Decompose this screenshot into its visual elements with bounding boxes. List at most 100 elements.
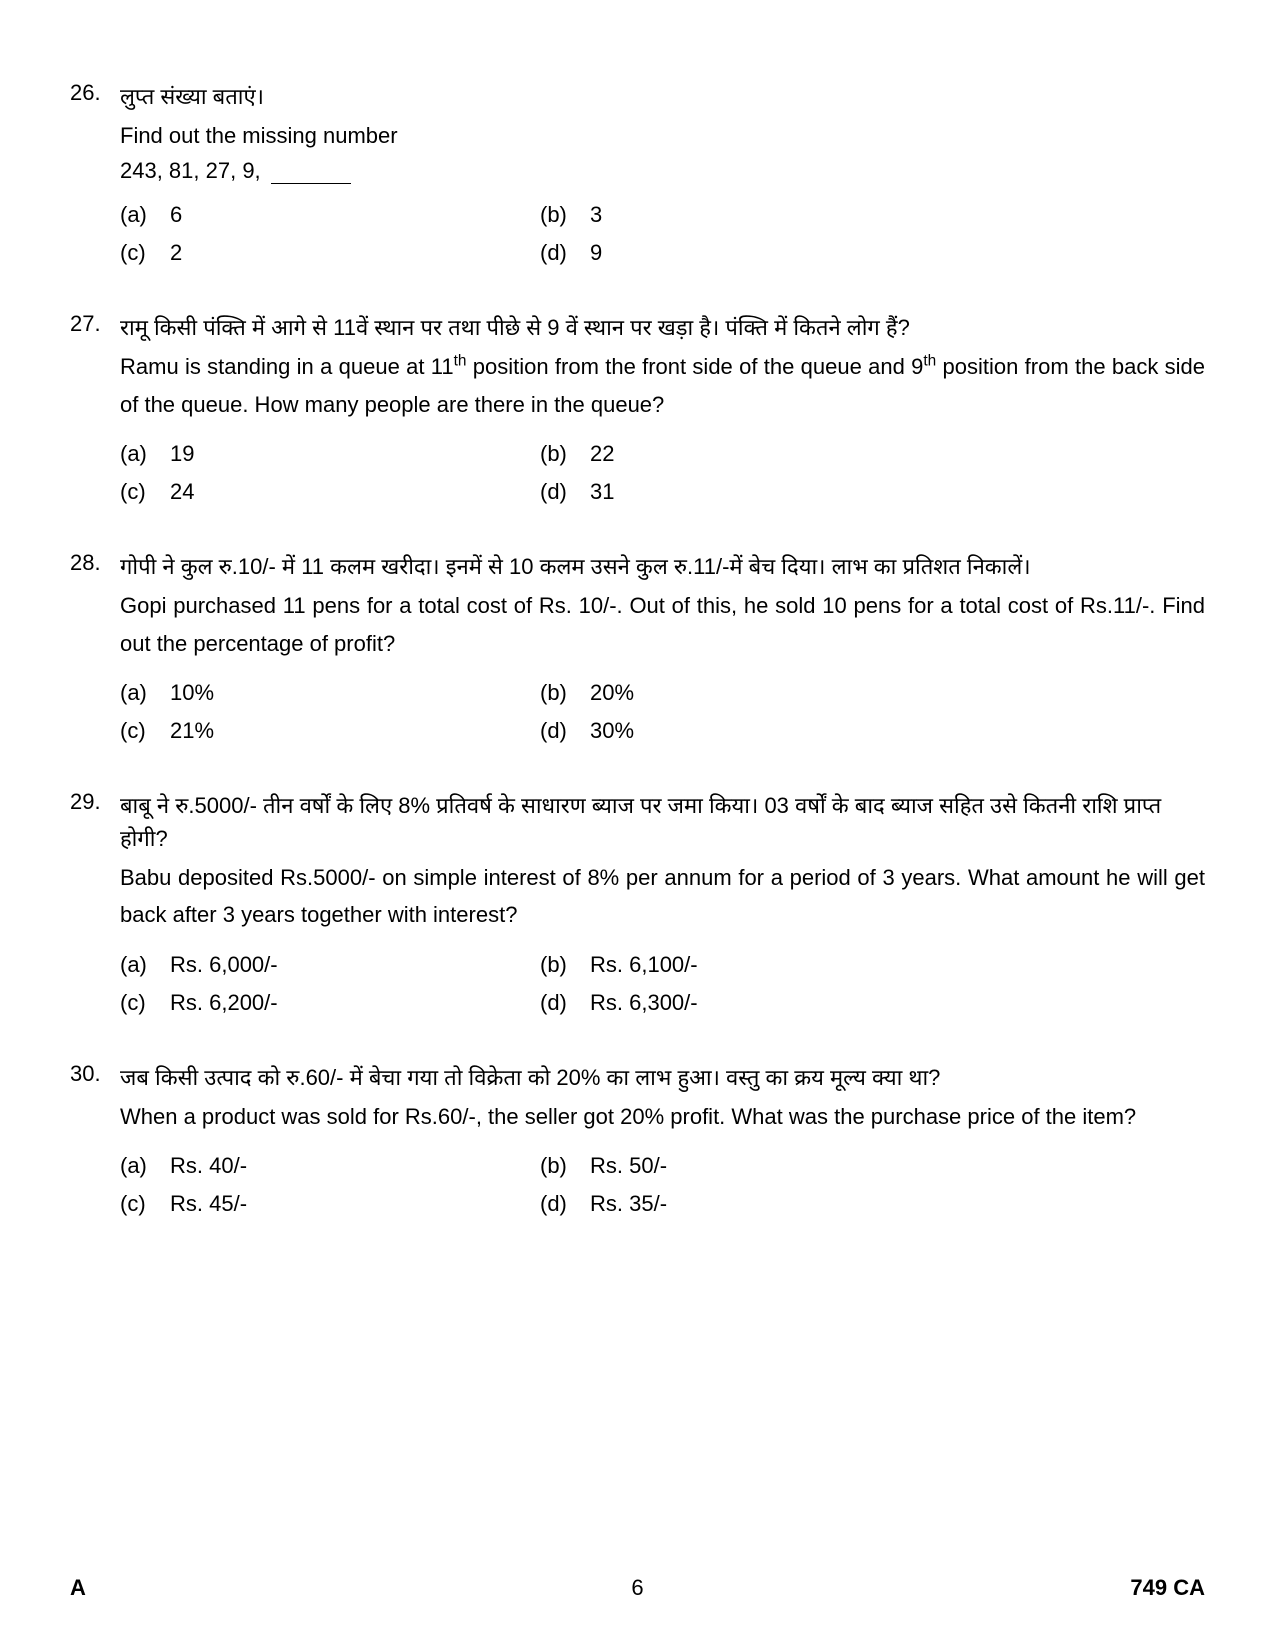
option-label-c: (c) (120, 240, 170, 266)
options-container: (a) 6 (c) 2 (b) 3 (d) 9 (120, 202, 1205, 266)
options-container: (a) Rs. 6,000/- (c) Rs. 6,200/- (b) Rs. … (120, 952, 1205, 1016)
superscript-th: th (923, 353, 936, 370)
option-c: (c) Rs. 6,200/- (120, 990, 540, 1016)
blank-line (271, 183, 351, 184)
option-label-a: (a) (120, 441, 170, 467)
options-right-col: (b) 20% (d) 30% (540, 680, 1205, 744)
option-value-a: 19 (170, 441, 540, 467)
question-content: जब किसी उत्पाद को रु.60/- में बेचा गया त… (120, 1061, 1205, 1217)
option-value-d: 30% (590, 718, 1205, 744)
question-english: Babu deposited Rs.5000/- on simple inter… (120, 859, 1205, 934)
question-28: 28. गोपी ने कुल रु.10/- में 11 कलम खरीदा… (70, 550, 1205, 744)
options-right-col: (b) 22 (d) 31 (540, 441, 1205, 505)
option-label-a: (a) (120, 680, 170, 706)
page-number: 6 (631, 1575, 643, 1601)
option-c: (c) 2 (120, 240, 540, 266)
option-a: (a) Rs. 40/- (120, 1153, 540, 1179)
option-label-d: (d) (540, 240, 590, 266)
option-value-c: 21% (170, 718, 540, 744)
option-value-b: Rs. 50/- (590, 1153, 1205, 1179)
option-value-a: Rs. 40/- (170, 1153, 540, 1179)
question-english: When a product was sold for Rs.60/-, the… (120, 1098, 1205, 1135)
sequence-line: 243, 81, 27, 9, (120, 158, 1205, 184)
page-footer: A 6 749 CA (70, 1575, 1205, 1601)
question-content: बाबू ने रु.5000/- तीन वर्षों के लिए 8% प… (120, 789, 1205, 1016)
options-container: (a) 19 (c) 24 (b) 22 (d) 31 (120, 441, 1205, 505)
options-container: (a) Rs. 40/- (c) Rs. 45/- (b) Rs. 50/- (… (120, 1153, 1205, 1217)
option-label-d: (d) (540, 990, 590, 1016)
options-left-col: (a) Rs. 6,000/- (c) Rs. 6,200/- (120, 952, 540, 1016)
option-value-c: 2 (170, 240, 540, 266)
sequence-text: 243, 81, 27, 9, (120, 158, 261, 183)
option-value-c: Rs. 45/- (170, 1191, 540, 1217)
option-value-a: 10% (170, 680, 540, 706)
option-b: (b) 20% (540, 680, 1205, 706)
question-number: 27. (70, 311, 120, 505)
question-number: 30. (70, 1061, 120, 1217)
question-english: Ramu is standing in a queue at 11th posi… (120, 348, 1205, 423)
option-d: (d) 30% (540, 718, 1205, 744)
options-left-col: (a) 19 (c) 24 (120, 441, 540, 505)
option-label-b: (b) (540, 680, 590, 706)
option-label-c: (c) (120, 990, 170, 1016)
options-right-col: (b) Rs. 50/- (d) Rs. 35/- (540, 1153, 1205, 1217)
option-label-c: (c) (120, 1191, 170, 1217)
options-right-col: (b) 3 (d) 9 (540, 202, 1205, 266)
options-left-col: (a) 10% (c) 21% (120, 680, 540, 744)
option-b: (b) 3 (540, 202, 1205, 228)
option-a: (a) Rs. 6,000/- (120, 952, 540, 978)
question-26: 26. लुप्त संख्या बताएं। Find out the mis… (70, 80, 1205, 266)
question-hindi: बाबू ने रु.5000/- तीन वर्षों के लिए 8% प… (120, 789, 1205, 855)
option-value-b: Rs. 6,100/- (590, 952, 1205, 978)
question-30: 30. जब किसी उत्पाद को रु.60/- में बेचा ग… (70, 1061, 1205, 1217)
option-d: (d) 31 (540, 479, 1205, 505)
option-label-b: (b) (540, 441, 590, 467)
option-label-d: (d) (540, 1191, 590, 1217)
question-number: 28. (70, 550, 120, 744)
options-left-col: (a) 6 (c) 2 (120, 202, 540, 266)
option-label-d: (d) (540, 479, 590, 505)
question-content: गोपी ने कुल रु.10/- में 11 कलम खरीदा। इन… (120, 550, 1205, 744)
question-hindi: गोपी ने कुल रु.10/- में 11 कलम खरीदा। इन… (120, 550, 1205, 583)
question-27: 27. रामू किसी पंक्ति में आगे से 11वें स्… (70, 311, 1205, 505)
option-a: (a) 19 (120, 441, 540, 467)
option-value-a: Rs. 6,000/- (170, 952, 540, 978)
option-label-a: (a) (120, 202, 170, 228)
option-d: (d) 9 (540, 240, 1205, 266)
option-value-c: Rs. 6,200/- (170, 990, 540, 1016)
option-d: (d) Rs. 35/- (540, 1191, 1205, 1217)
option-b: (b) Rs. 50/- (540, 1153, 1205, 1179)
question-english: Find out the missing number (120, 117, 1205, 154)
question-content: लुप्त संख्या बताएं। Find out the missing… (120, 80, 1205, 266)
option-b: (b) Rs. 6,100/- (540, 952, 1205, 978)
option-label-b: (b) (540, 952, 590, 978)
footer-series: A (70, 1575, 86, 1601)
option-c: (c) Rs. 45/- (120, 1191, 540, 1217)
option-value-d: Rs. 6,300/- (590, 990, 1205, 1016)
question-hindi: रामू किसी पंक्ति में आगे से 11वें स्थान … (120, 311, 1205, 344)
option-value-c: 24 (170, 479, 540, 505)
options-right-col: (b) Rs. 6,100/- (d) Rs. 6,300/- (540, 952, 1205, 1016)
option-value-b: 20% (590, 680, 1205, 706)
option-label-b: (b) (540, 202, 590, 228)
paper-code: 749 CA (1130, 1575, 1205, 1601)
question-number: 26. (70, 80, 120, 266)
superscript-th: th (454, 353, 467, 370)
option-label-a: (a) (120, 952, 170, 978)
question-english: Gopi purchased 11 pens for a total cost … (120, 587, 1205, 662)
option-value-b: 3 (590, 202, 1205, 228)
question-hindi: लुप्त संख्या बताएं। (120, 80, 1205, 113)
option-a: (a) 10% (120, 680, 540, 706)
question-content: रामू किसी पंक्ति में आगे से 11वें स्थान … (120, 311, 1205, 505)
option-value-d: 31 (590, 479, 1205, 505)
option-label-b: (b) (540, 1153, 590, 1179)
options-container: (a) 10% (c) 21% (b) 20% (d) 30% (120, 680, 1205, 744)
option-value-d: Rs. 35/- (590, 1191, 1205, 1217)
option-c: (c) 21% (120, 718, 540, 744)
option-value-a: 6 (170, 202, 540, 228)
option-label-a: (a) (120, 1153, 170, 1179)
option-c: (c) 24 (120, 479, 540, 505)
question-29: 29. बाबू ने रु.5000/- तीन वर्षों के लिए … (70, 789, 1205, 1016)
option-label-c: (c) (120, 718, 170, 744)
option-d: (d) Rs. 6,300/- (540, 990, 1205, 1016)
